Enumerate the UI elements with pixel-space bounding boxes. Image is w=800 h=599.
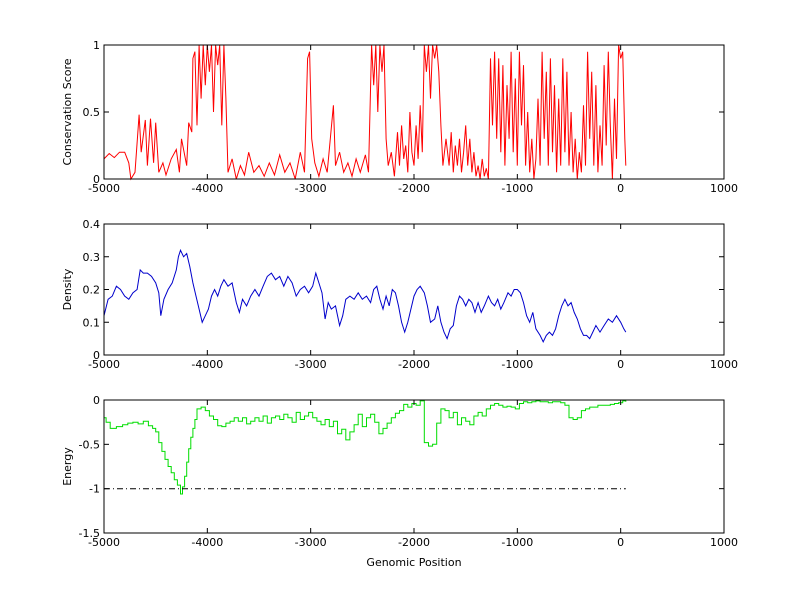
x-tick-label: -1000 xyxy=(501,358,533,371)
y-tick-label: 0.3 xyxy=(83,251,101,264)
x-tick-label: -5000 xyxy=(88,182,120,195)
series-line-3-1 xyxy=(104,400,627,495)
x-tick-label: -3000 xyxy=(295,182,327,195)
chart-panel-2: -5000 -4000 -3000 -2000 -1000 0 1000 0 0.1 0.2 0.3… xyxy=(61,218,738,371)
chart-panel-3: -5000 -4000 -3000 -2000 -1000 0 1000 -1.5 -1 -0.5… xyxy=(61,394,738,569)
x-tick-label: -1000 xyxy=(501,536,533,549)
x-tick-label: 1000 xyxy=(710,536,738,549)
y-axis-title: Energy xyxy=(61,447,74,486)
x-tick-label: -2000 xyxy=(398,182,430,195)
y-tick-label: 0.5 xyxy=(83,106,101,119)
series-line-2-1 xyxy=(103,248,627,344)
x-tick-label: -3000 xyxy=(295,358,327,371)
chart-panel-1: -5000 -4000 -3000 -2000 -1000 0 1000 0 0.5 1 Conse… xyxy=(61,39,738,195)
x-tick-label: -4000 xyxy=(191,182,223,195)
x-tick-label: 0 xyxy=(617,536,624,549)
y-tick-label: 0 xyxy=(93,173,100,186)
x-tick-label: -2000 xyxy=(398,536,430,549)
x-tick-label: -5000 xyxy=(88,536,120,549)
x-tick-label: 0 xyxy=(617,182,624,195)
x-tick-label: -1000 xyxy=(501,182,533,195)
y-axis-title: Conservation Score xyxy=(61,58,74,165)
y-tick-label: 0.1 xyxy=(83,316,101,329)
y-axis-title: Density xyxy=(61,268,74,310)
x-tick-label: 0 xyxy=(617,358,624,371)
x-tick-label: -4000 xyxy=(191,358,223,371)
y-tick-label: -1 xyxy=(89,483,100,496)
x-tick-label: 1000 xyxy=(710,182,738,195)
series-line-1-1 xyxy=(103,44,627,181)
y-tick-label: 0.2 xyxy=(83,284,101,297)
x-tick-label: 1000 xyxy=(710,358,738,371)
y-tick-label: 0 xyxy=(93,394,100,407)
x-tick-label: -5000 xyxy=(88,358,120,371)
x-tick-label: -4000 xyxy=(191,536,223,549)
y-tick-label: -0.5 xyxy=(79,438,100,451)
x-tick-label: -3000 xyxy=(295,536,327,549)
y-tick-label: -1.5 xyxy=(79,527,100,540)
y-tick-label: 0.4 xyxy=(83,218,101,231)
x-tick-label: -2000 xyxy=(398,358,430,371)
y-tick-label: 0 xyxy=(93,349,100,362)
x-axis-title: Genomic Position xyxy=(366,556,461,569)
y-tick-label: 1 xyxy=(93,39,100,52)
